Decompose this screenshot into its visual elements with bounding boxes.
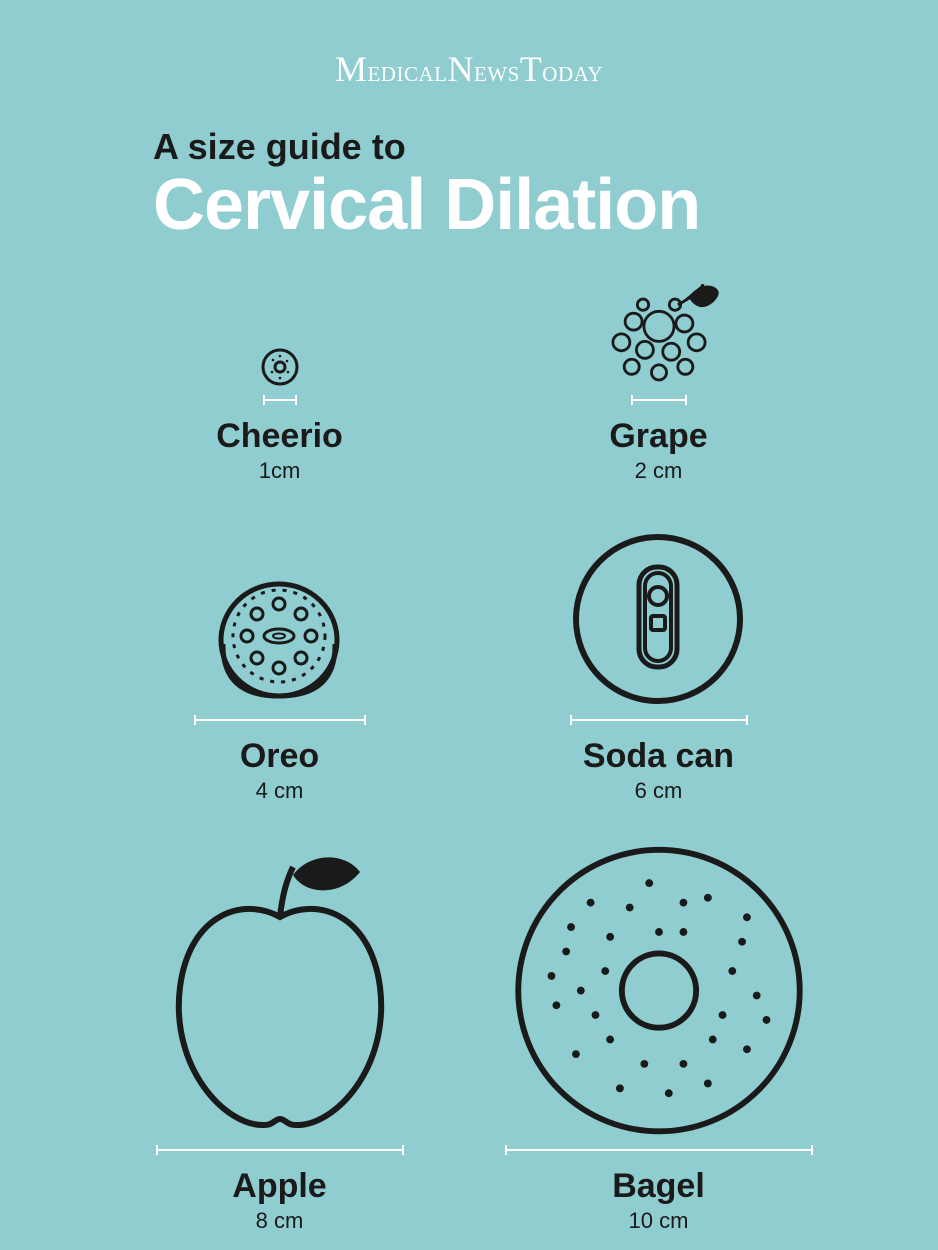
bagel-icon <box>509 844 809 1137</box>
ruler <box>194 719 366 729</box>
oreo-icon <box>217 572 342 707</box>
item-size: 2 cm <box>635 458 683 484</box>
ruler <box>263 399 297 409</box>
item-apple: Apple 8 cm <box>90 844 469 1234</box>
subtitle: A size guide to <box>153 126 938 168</box>
item-label: Cheerio <box>216 417 343 456</box>
item-label: Grape <box>609 417 707 456</box>
item-size: 1cm <box>259 458 301 484</box>
item-bagel: Bagel 10 cm <box>469 844 848 1234</box>
grape-icon <box>584 284 734 387</box>
ruler <box>631 399 687 409</box>
item-size: 6 cm <box>635 778 683 804</box>
item-size: 8 cm <box>256 1208 304 1234</box>
item-label: Apple <box>232 1167 326 1206</box>
item-size: 10 cm <box>629 1208 689 1234</box>
title-block: A size guide to Cervical Dilation <box>0 90 938 244</box>
item-size: 4 cm <box>256 778 304 804</box>
apple-icon <box>155 847 405 1137</box>
item-cheerio: Cheerio 1cm <box>90 284 469 484</box>
cheerio-icon <box>260 347 300 387</box>
size-grid: Cheerio 1cm Grape 2 cm <box>0 244 938 1234</box>
main-title: Cervical Dilation <box>153 168 938 244</box>
ruler <box>156 1149 404 1159</box>
item-label: Bagel <box>612 1167 705 1206</box>
item-sodacan: Soda can 6 cm <box>469 524 848 804</box>
sodacan-icon <box>571 532 746 707</box>
brand-logo: MedicalNewsToday <box>0 0 938 90</box>
ruler <box>505 1149 813 1159</box>
item-grape: Grape 2 cm <box>469 284 848 484</box>
ruler <box>570 719 748 729</box>
item-oreo: Oreo 4 cm <box>90 524 469 804</box>
item-label: Oreo <box>240 737 319 776</box>
item-label: Soda can <box>583 737 734 776</box>
